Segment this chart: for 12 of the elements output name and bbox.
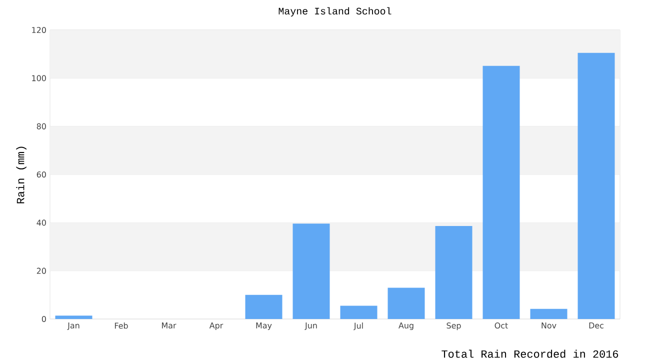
bar	[55, 316, 92, 319]
bar	[578, 52, 615, 319]
bar	[388, 288, 425, 319]
chart-title: Mayne Island School	[278, 7, 392, 16]
bar	[245, 294, 282, 319]
text: Total Rain Recorded in 2016	[442, 350, 618, 358]
bar	[340, 306, 378, 319]
bar	[482, 66, 520, 319]
bar	[292, 224, 330, 319]
bar	[435, 226, 472, 319]
y-axis-title: Rain (mm)	[16, 146, 26, 204]
bar	[530, 308, 568, 319]
